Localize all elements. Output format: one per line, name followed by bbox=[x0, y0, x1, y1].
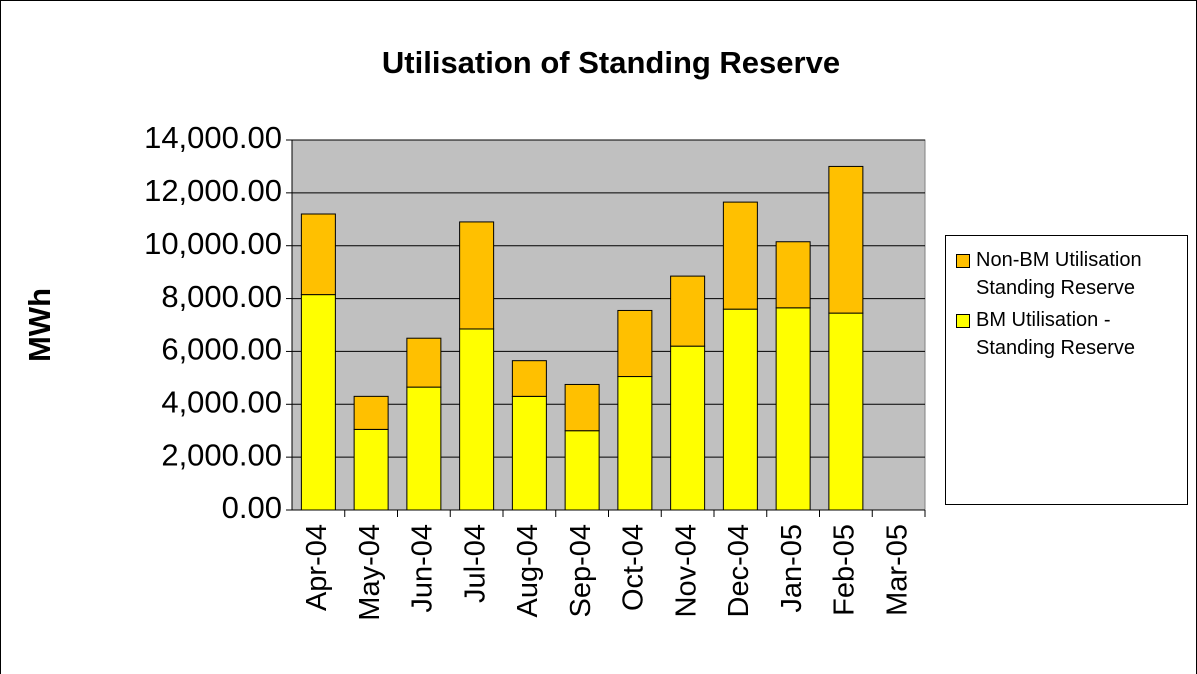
y-tick-label: 14,000.00 bbox=[144, 120, 282, 155]
y-tick-label: 0.00 bbox=[222, 490, 282, 525]
x-tick-label: Feb-05 bbox=[829, 524, 861, 616]
bar-segment bbox=[353, 395, 389, 430]
bar-segment bbox=[670, 345, 706, 511]
y-tick-label: 4,000.00 bbox=[161, 384, 282, 419]
legend-label: BM Utilisation - Standing Reserve bbox=[976, 309, 1135, 359]
bar-segment bbox=[406, 386, 442, 511]
y-tick-label: 8,000.00 bbox=[161, 279, 282, 314]
bar-segment bbox=[828, 165, 864, 314]
bar-segment bbox=[406, 337, 442, 388]
legend-swatch bbox=[956, 314, 970, 328]
chart-title: Utilisation of Standing Reserve bbox=[382, 45, 840, 80]
bar-segment bbox=[459, 328, 495, 511]
bar-segment bbox=[722, 308, 758, 511]
legend: Non-BM Utilisation Standing Reserve BM Ut… bbox=[945, 235, 1188, 505]
y-axis-label: MWh bbox=[22, 288, 57, 362]
bar-segment bbox=[775, 307, 811, 511]
x-tick-label: Sep-04 bbox=[565, 524, 597, 618]
legend-label: Non-BM Utilisation Standing Reserve bbox=[976, 249, 1142, 299]
x-tick-label: Dec-04 bbox=[723, 524, 755, 618]
bar-segment bbox=[670, 275, 706, 347]
bar-segment bbox=[722, 201, 758, 310]
x-tick-label: Mar-05 bbox=[881, 524, 913, 616]
bar-segment bbox=[775, 241, 811, 309]
bar-segment bbox=[828, 312, 864, 511]
bar-segment bbox=[459, 221, 495, 330]
x-tick-label: Aug-04 bbox=[512, 524, 544, 618]
legend-item: BM Utilisation - Standing Reserve bbox=[952, 306, 1181, 362]
bar-segment bbox=[617, 376, 653, 511]
x-tick-label: Jun-04 bbox=[407, 524, 439, 613]
bar-segment bbox=[511, 360, 547, 397]
x-tick-label: Nov-04 bbox=[670, 524, 702, 618]
bar-segment bbox=[300, 213, 336, 296]
bar-segment bbox=[564, 430, 600, 511]
bar-segment bbox=[564, 383, 600, 432]
bar-segment bbox=[353, 428, 389, 511]
bar-segment bbox=[511, 395, 547, 511]
bar-segment bbox=[617, 309, 653, 378]
x-tick-label: May-04 bbox=[354, 524, 386, 621]
y-tick-label: 2,000.00 bbox=[161, 437, 282, 472]
y-tick-label: 12,000.00 bbox=[144, 173, 282, 208]
y-tick-label: 10,000.00 bbox=[144, 226, 282, 261]
y-tick-label: 6,000.00 bbox=[161, 332, 282, 367]
bar-segment bbox=[300, 294, 336, 511]
x-tick-label: Jul-04 bbox=[459, 524, 491, 603]
legend-item: Non-BM Utilisation Standing Reserve bbox=[952, 246, 1181, 302]
legend-swatch bbox=[956, 254, 970, 268]
x-tick-label: Apr-04 bbox=[301, 524, 333, 611]
x-tick-label: Jan-05 bbox=[776, 524, 808, 613]
x-tick-label: Oct-04 bbox=[618, 524, 650, 611]
